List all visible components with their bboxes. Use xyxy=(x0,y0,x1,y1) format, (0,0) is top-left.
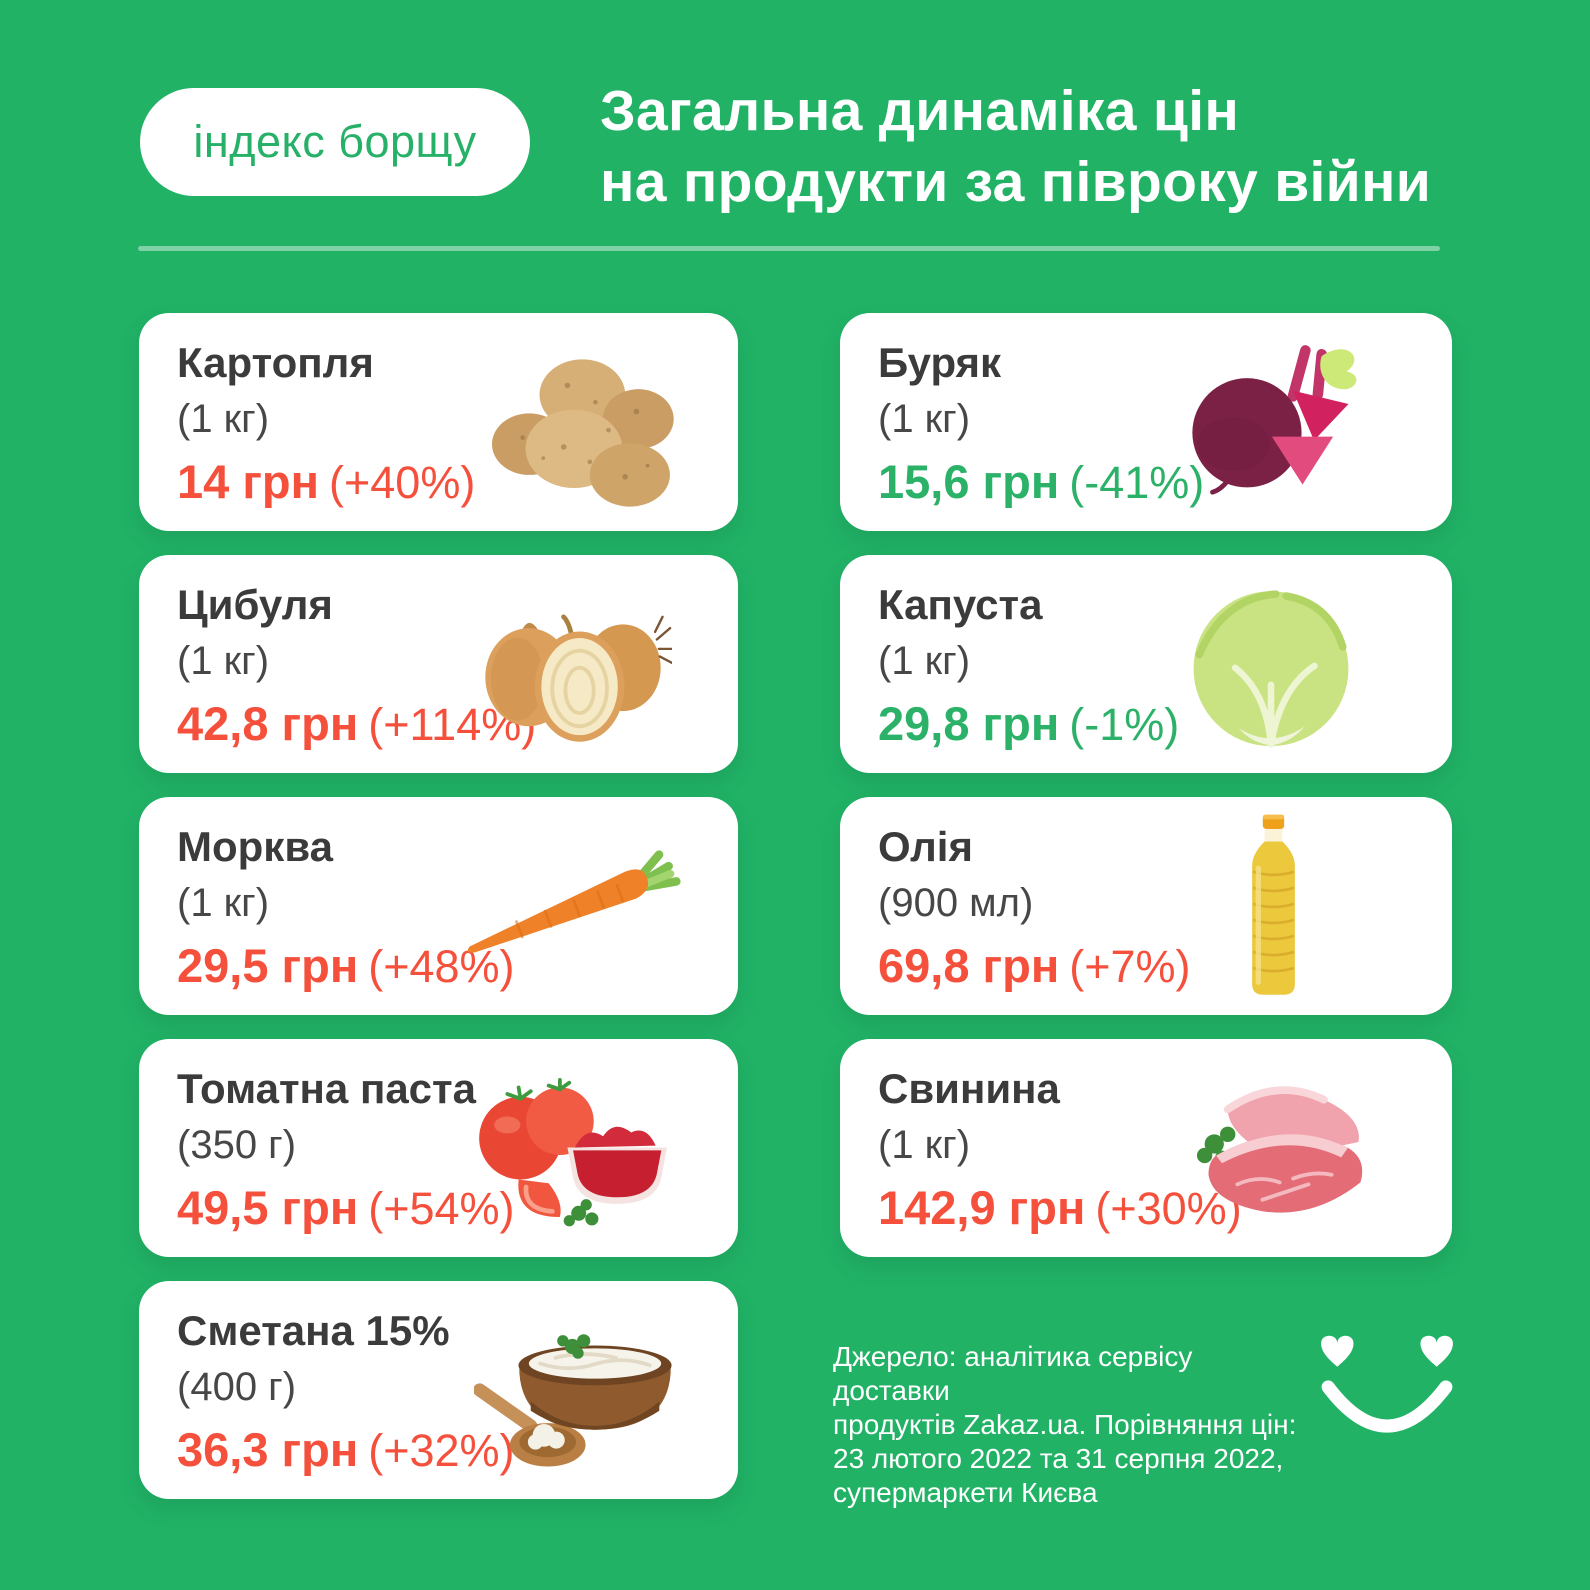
beetroot-image xyxy=(1192,345,1357,495)
carrot-image xyxy=(467,850,681,953)
tomato-paste-image xyxy=(479,1078,667,1227)
product-price: 29,5 грн xyxy=(177,939,359,992)
product-price-line: 36,3 грн (+32%) xyxy=(177,1422,515,1477)
product-card-tomato-paste: Томатна паста (350 г) 49,5 грн (+54%) xyxy=(139,1039,738,1257)
product-price-line: 29,5 грн (+48%) xyxy=(177,938,515,993)
product-card-sour-cream: Сметана 15% (400 г) 36,3 грн (+32%) xyxy=(139,1281,738,1499)
product-price-change: (+32%) xyxy=(368,1425,515,1476)
product-name: Капуста xyxy=(878,581,1043,628)
header-divider xyxy=(138,246,1440,251)
title-line-2: на продукти за півроку війни xyxy=(600,150,1432,214)
product-price: 49,5 грн xyxy=(177,1181,359,1234)
product-card-pork: Свинина (1 кг) 142,9 грн (+30%) xyxy=(840,1039,1452,1257)
product-name: Цибуля xyxy=(177,581,333,628)
product-price-line: 49,5 грн (+54%) xyxy=(177,1180,515,1235)
borscht-index-badge: індекс борщу xyxy=(140,88,530,196)
product-price-change: (+54%) xyxy=(368,1183,515,1234)
product-price-change: (+40%) xyxy=(329,457,476,508)
product-card-potato: Картопля (1 кг) 14 грн (+40%) xyxy=(139,313,738,531)
product-price-line: 29,8 грн (-1%) xyxy=(878,696,1179,751)
product-price: 142,9 грн xyxy=(878,1181,1086,1234)
page-title: Загальна динаміка цін на продукти за півр… xyxy=(600,76,1431,218)
product-price: 36,3 грн xyxy=(177,1423,359,1476)
product-quantity: (1 кг) xyxy=(177,881,270,925)
product-quantity: (350 г) xyxy=(177,1123,297,1167)
cabbage-image xyxy=(1193,590,1349,748)
product-name: Картопля xyxy=(177,339,374,386)
sour-cream-image xyxy=(474,1334,672,1467)
product-name: Олія xyxy=(878,823,973,870)
product-price-change: (-1%) xyxy=(1069,699,1180,750)
product-price: 15,6 грн xyxy=(878,455,1060,508)
product-card-onion: Цибуля (1 кг) 42,8 грн (+114%) xyxy=(139,555,738,773)
product-price-line: 69,8 грн (+7%) xyxy=(878,938,1191,993)
smiley-heart-eyes-icon xyxy=(1321,1335,1453,1433)
product-price-change: (+7%) xyxy=(1069,941,1191,992)
product-quantity: (900 мл) xyxy=(878,881,1034,925)
product-quantity: (1 кг) xyxy=(878,639,971,683)
pork-image xyxy=(1196,1086,1363,1213)
product-price-line: 14 грн (+40%) xyxy=(177,454,475,509)
product-price-change: (-41%) xyxy=(1069,457,1205,508)
product-quantity: (400 г) xyxy=(177,1365,297,1409)
product-price-change: (+48%) xyxy=(368,941,515,992)
product-price: 69,8 грн xyxy=(878,939,1060,992)
product-card-carrot: Морква (1 кг) 29,5 грн (+48%) xyxy=(139,797,738,1015)
product-quantity: (1 кг) xyxy=(177,639,270,683)
title-line-1: Загальна динаміка цін xyxy=(600,79,1240,143)
product-price: 42,8 грн xyxy=(177,697,359,750)
product-quantity: (1 кг) xyxy=(177,397,270,441)
product-name: Буряк xyxy=(878,339,1002,386)
product-price: 14 грн xyxy=(177,455,320,508)
product-name: Морква xyxy=(177,823,333,870)
onions-image xyxy=(485,614,672,742)
source-note: Джерело: аналітика сервісу доставки прод… xyxy=(833,1341,1297,1508)
product-quantity: (1 кг) xyxy=(878,1123,971,1167)
product-card-oil: Олія (900 мл) 69,8 грн (+7%) xyxy=(840,797,1452,1015)
product-name: Сметана 15% xyxy=(177,1307,450,1354)
oil-bottle-image xyxy=(1252,814,1295,995)
product-name: Томатна паста xyxy=(177,1065,476,1112)
product-name: Свинина xyxy=(878,1065,1060,1112)
product-card-cabbage: Капуста (1 кг) 29,8 грн (-1%) xyxy=(840,555,1452,773)
product-price-line: 15,6 грн (-41%) xyxy=(878,454,1204,509)
product-price: 29,8 грн xyxy=(878,697,1060,750)
badge-label: індекс борщу xyxy=(193,116,477,167)
product-quantity: (1 кг) xyxy=(878,397,971,441)
potatoes-image xyxy=(491,359,674,507)
product-card-beetroot: Буряк (1 кг) 15,6 грн (-41%) xyxy=(840,313,1452,531)
